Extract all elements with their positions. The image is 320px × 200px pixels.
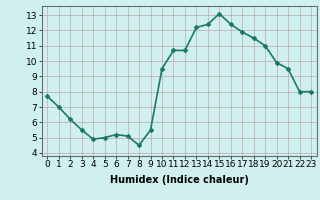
- X-axis label: Humidex (Indice chaleur): Humidex (Indice chaleur): [110, 175, 249, 185]
